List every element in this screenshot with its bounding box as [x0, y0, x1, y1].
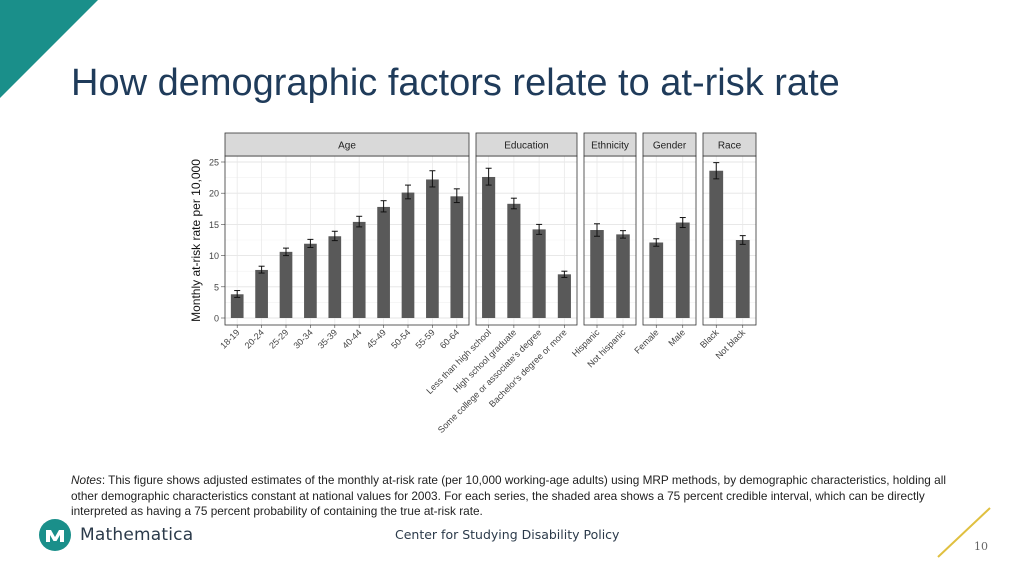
x-tick-label: 45-49 [365, 327, 388, 350]
x-tick-label: 18-19 [218, 327, 241, 350]
y-axis-title: Monthly at-risk rate per 10,000 [189, 159, 203, 322]
bar [482, 176, 496, 318]
bar [532, 229, 546, 318]
bar [675, 222, 690, 318]
facet-strip [224, 132, 470, 157]
bar [616, 234, 630, 318]
x-tick-label: Not black [714, 327, 748, 361]
bar [230, 294, 244, 318]
logo-text: Mathematica [80, 525, 194, 545]
facet-strip-label: Education [504, 141, 548, 152]
bar [279, 251, 293, 318]
x-tick-label: 50-54 [389, 327, 412, 350]
x-tick-label: 20-24 [243, 327, 266, 350]
bar [401, 192, 415, 318]
notes-label: Notes [71, 473, 102, 487]
bar [507, 203, 521, 318]
logo-m-icon [39, 519, 71, 551]
bar [255, 269, 268, 318]
bar [735, 240, 750, 318]
accent-slash-decoration [937, 507, 991, 558]
bar [377, 206, 390, 318]
x-tick-label: Female [632, 327, 660, 355]
facet-strip-label: Ethnicity [591, 141, 629, 152]
x-tick-label: Black [698, 327, 721, 350]
facet-strip-label: Race [718, 141, 742, 152]
x-tick-label: 40-44 [340, 327, 363, 350]
facet-strip [642, 132, 697, 157]
bar [328, 236, 342, 318]
corner-triangle-decoration [0, 0, 98, 98]
y-tick-label: 25 [209, 158, 219, 168]
footer-center-text: Center for Studying Disability Policy [395, 527, 620, 542]
facet-strip [475, 132, 578, 157]
x-tick-label: 35-39 [316, 327, 339, 350]
facet-strip-label: Gender [653, 141, 687, 152]
x-tick-label: 25-29 [267, 327, 290, 350]
x-tick-label: Male [666, 327, 687, 348]
page-number: 10 [974, 540, 988, 553]
facet-strip [583, 132, 637, 157]
slide-title: How demographic factors relate to at-ris… [71, 62, 840, 104]
x-tick-label: 55-59 [413, 327, 436, 350]
bar [649, 242, 664, 318]
bar [709, 170, 724, 318]
y-tick-label: 15 [209, 220, 219, 230]
faceted-bar-chart: Monthly at-risk rate per 10,000 0 5 10 15 20 2… [189, 132, 757, 435]
bar [590, 230, 604, 318]
x-tick-label: 30-34 [291, 327, 314, 350]
y-tick-label: 20 [209, 189, 219, 199]
x-tick-label: 60-64 [438, 327, 461, 350]
notes-text: Notes: This figure shows adjusted estima… [71, 473, 951, 520]
bar [352, 221, 366, 318]
mathematica-logo: Mathematica [38, 518, 193, 552]
facet-strip [702, 132, 757, 157]
bar [450, 196, 464, 318]
facet-strip-label: Age [338, 141, 356, 152]
bar [304, 243, 317, 318]
bar [426, 179, 439, 318]
y-tick-label: 10 [209, 251, 219, 261]
y-tick-label: 5 [214, 282, 219, 292]
notes-body: : This figure shows adjusted estimates o… [71, 473, 946, 519]
bar [557, 274, 571, 318]
y-tick-label: 0 [214, 314, 219, 324]
